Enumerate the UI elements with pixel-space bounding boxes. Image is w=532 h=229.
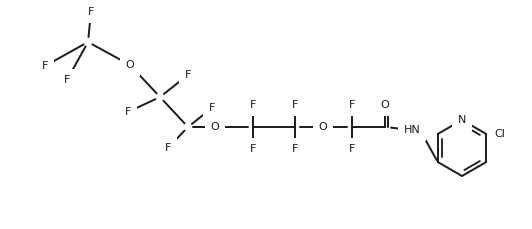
Text: N: N (458, 115, 466, 125)
Text: F: F (42, 61, 48, 71)
Text: O: O (126, 60, 135, 70)
Text: F: F (250, 100, 256, 110)
Text: F: F (64, 75, 70, 85)
Text: O: O (380, 100, 389, 110)
Text: F: F (292, 144, 298, 154)
Text: F: F (185, 70, 191, 80)
Text: F: F (349, 100, 355, 110)
Text: F: F (88, 7, 94, 17)
Text: F: F (125, 107, 131, 117)
Text: F: F (165, 143, 171, 153)
Text: F: F (209, 103, 215, 113)
Text: F: F (250, 144, 256, 154)
Text: Cl: Cl (495, 129, 506, 139)
Text: F: F (292, 100, 298, 110)
Text: HN: HN (404, 125, 420, 135)
Text: F: F (349, 144, 355, 154)
Text: O: O (319, 122, 327, 132)
Text: O: O (211, 122, 219, 132)
